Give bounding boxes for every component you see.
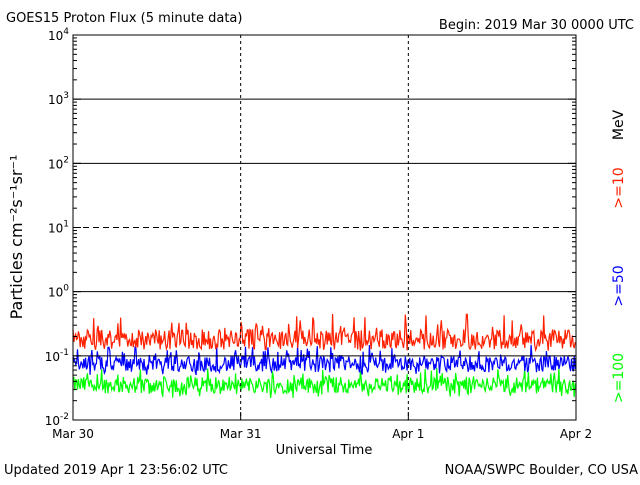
y-tick-label: 103 (48, 91, 69, 107)
legend-series-50mev: >=50 (611, 265, 627, 306)
y-tick-label: 102 (48, 155, 69, 171)
y-tick-label: 101 (48, 220, 69, 236)
x-tick-label: Apr 1 (392, 427, 424, 441)
reference-lines (73, 98, 576, 357)
data-source-label: NOAA/SWPC Boulder, CO USA (445, 463, 638, 478)
begin-time-label: Begin: 2019 Mar 30 0000 UTC (439, 18, 634, 33)
day-dividers (240, 35, 409, 420)
x-axis-label: Universal Time (276, 443, 373, 458)
flux-traces (72, 313, 577, 399)
series-line (72, 313, 577, 353)
y-tick-label: 104 (48, 27, 69, 43)
y-axis-label: Particles cm⁻²s⁻¹sr⁻¹ (7, 155, 26, 320)
x-tick-label: Mar 31 (220, 427, 262, 441)
y-tick-label: 100 (48, 284, 69, 300)
updated-timestamp: Updated 2019 Apr 1 23:56:02 UTC (4, 463, 228, 478)
y-tick-label: 10-2 (45, 412, 69, 428)
y-tick-label: 10-1 (45, 348, 69, 364)
y-axis-ticks: 104 103 102 101 100 10-1 10-2 (45, 27, 576, 428)
chart-title: GOES15 Proton Flux (5 minute data) (6, 11, 242, 26)
plot-frame (72, 34, 577, 421)
series-line (72, 368, 577, 399)
x-axis-ticks: Mar 30 Mar 31 Apr 1 Apr 2 (52, 412, 592, 441)
x-tick-label: Mar 30 (52, 427, 94, 441)
legend-unit: MeV (611, 109, 627, 140)
legend-series-10mev: >=10 (611, 167, 627, 208)
legend-series-100mev: >=100 (611, 353, 627, 403)
series-line (72, 344, 577, 376)
x-tick-label: Apr 2 (560, 427, 592, 441)
